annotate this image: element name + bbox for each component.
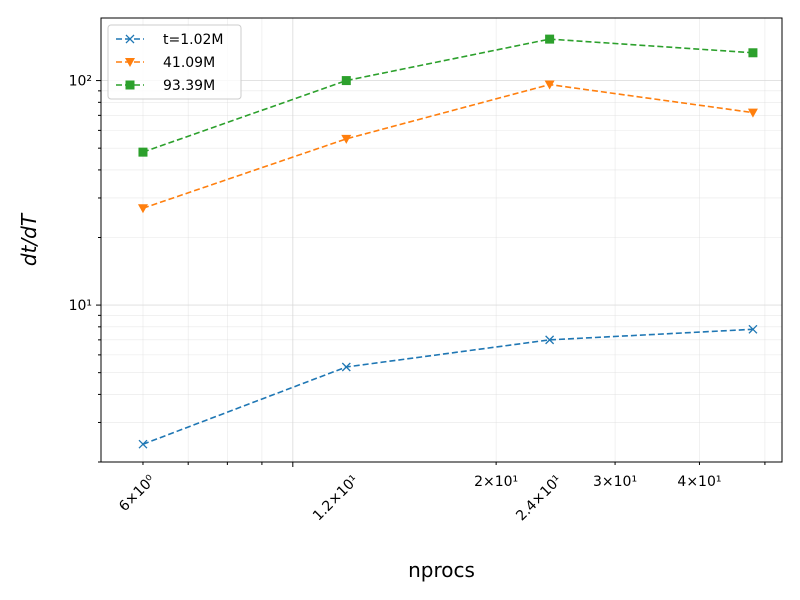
legend: t=1.02M 41.09M 93.39M xyxy=(107,24,242,100)
series-line xyxy=(142,328,753,445)
y-tick-label: 10¹ xyxy=(69,298,92,314)
y-axis-label: dt/dT xyxy=(17,212,41,266)
data-point xyxy=(748,48,758,58)
legend-label: t=1.02M xyxy=(163,32,223,48)
legend-marker xyxy=(125,34,135,44)
marker-stroke xyxy=(545,335,555,345)
data-point xyxy=(747,108,758,118)
legend-label: 41.09M xyxy=(163,55,215,71)
series-3 xyxy=(138,34,758,157)
legend-item: t=1.02M xyxy=(116,32,223,48)
data-point xyxy=(138,147,148,157)
plot-frame xyxy=(100,17,783,463)
series-2 xyxy=(137,80,758,214)
legend-label: 93.39M xyxy=(163,78,215,94)
legend-marker xyxy=(125,58,135,67)
legend-marker xyxy=(125,80,135,90)
x-tick-label: 2×10¹ xyxy=(474,474,518,490)
x-tick-label: 4×10¹ xyxy=(677,474,721,490)
data-point xyxy=(341,134,352,144)
series-line xyxy=(142,83,754,209)
data-point xyxy=(341,362,351,372)
data-point xyxy=(138,439,148,449)
x-tick-label: 3×10¹ xyxy=(593,474,637,490)
series-1 xyxy=(138,324,758,449)
marker-stroke xyxy=(138,439,148,449)
marker-stroke xyxy=(125,34,135,44)
marker-stroke xyxy=(341,362,351,372)
data-point xyxy=(137,204,148,214)
data-point xyxy=(545,335,555,345)
legend-box xyxy=(107,24,242,100)
data-point xyxy=(544,80,555,90)
data-point xyxy=(545,34,555,44)
marker-stroke xyxy=(748,324,758,334)
legend-item: 93.39M xyxy=(116,78,215,94)
data-point xyxy=(748,324,758,334)
y-tick-label: 10² xyxy=(69,74,92,90)
series-layer xyxy=(137,34,758,449)
legend-item: 41.09M xyxy=(116,55,215,71)
x-axis-label: nprocs xyxy=(408,558,475,582)
series-line xyxy=(142,38,753,153)
data-point xyxy=(341,76,351,86)
